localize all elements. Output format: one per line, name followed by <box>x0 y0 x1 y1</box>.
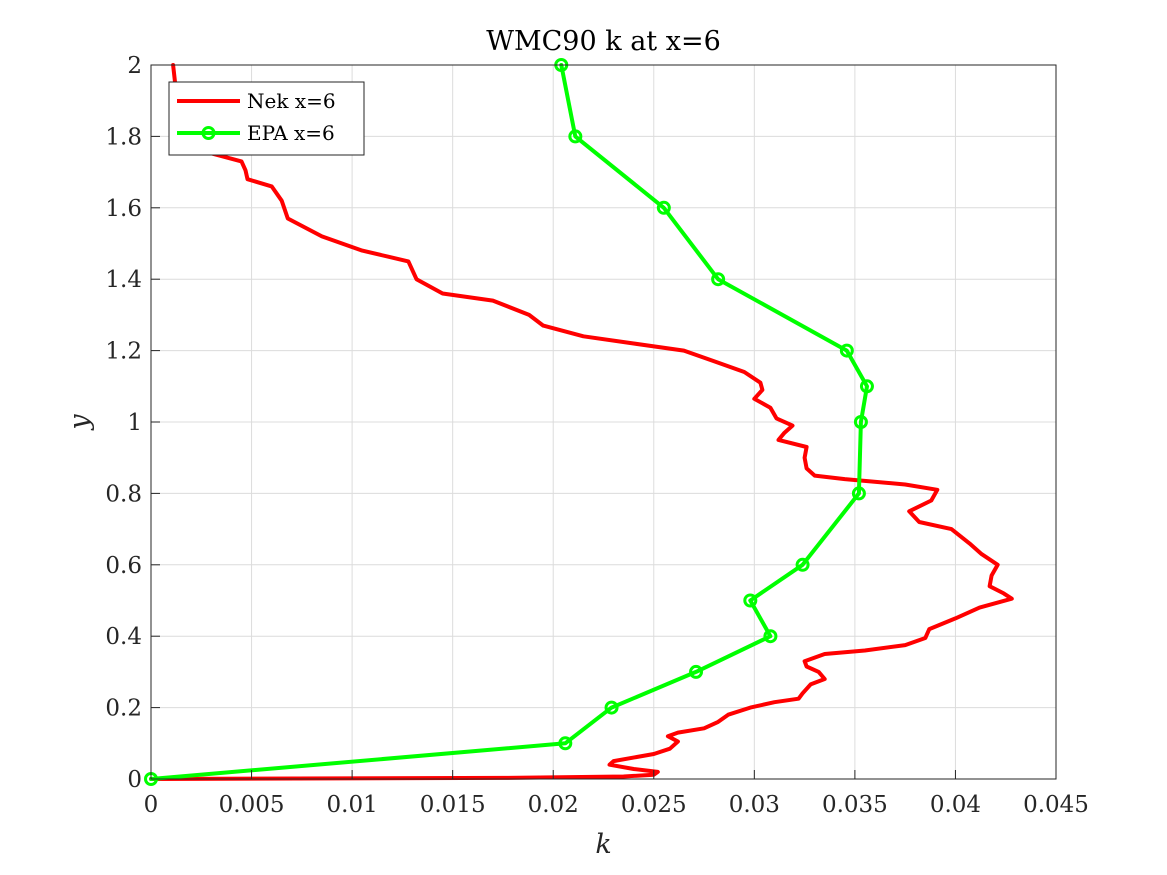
x-tick-label: 0 <box>144 792 159 818</box>
x-tick-label: 0.01 <box>327 792 378 818</box>
series-marker <box>604 700 619 715</box>
series-marker <box>558 736 573 751</box>
y-tick-label: 1.2 <box>105 339 142 365</box>
series-marker <box>839 343 854 358</box>
x-tick-label: 0.025 <box>621 792 687 818</box>
series-line <box>149 63 869 781</box>
series-line <box>149 63 1014 781</box>
series-marker <box>859 379 874 394</box>
series-marker <box>851 486 866 501</box>
x-tick-label: 0.015 <box>420 792 486 818</box>
series-marker <box>689 664 704 679</box>
y-tick-label: 0.4 <box>105 624 142 650</box>
chart-title: WMC90 k at x=6 <box>486 26 721 57</box>
legend-box <box>168 81 365 156</box>
series-marker <box>763 629 778 644</box>
y-tick-label: 2 <box>127 53 142 79</box>
y-tick-label: 1.4 <box>105 267 142 293</box>
x-tick-label: 0.02 <box>528 792 579 818</box>
y-tick-label: 0.6 <box>105 553 142 579</box>
x-tick-label: 0.045 <box>1023 792 1089 818</box>
x-tick-label: 0.005 <box>219 792 285 818</box>
x-tick-label: 0.035 <box>822 792 888 818</box>
y-axis-label: y <box>64 414 95 431</box>
series-marker <box>743 593 758 608</box>
series-marker <box>568 129 583 144</box>
series-marker <box>853 415 868 429</box>
legend-label-epa: EPA x=6 <box>247 121 335 145</box>
x-tick-label: 0.03 <box>729 792 780 818</box>
series-marker <box>656 200 671 215</box>
y-tick-label: 1.8 <box>105 124 142 150</box>
y-tick-label: 1.6 <box>105 196 142 222</box>
series-marker <box>711 272 726 287</box>
y-tick-label: 1 <box>127 410 142 436</box>
x-tick-label: 0.04 <box>930 792 981 818</box>
x-axis-label: k <box>595 829 611 860</box>
legend-marker-epa <box>201 126 216 140</box>
y-tick-label: 0.2 <box>105 696 142 722</box>
y-tick-label: 0 <box>127 767 142 793</box>
y-tick-label: 0.8 <box>105 481 142 507</box>
series-marker <box>795 557 810 572</box>
ticks: 0 0.005 0.01 0.015 0.02 0.025 0.03 0.035 0.04 0.0… <box>105 53 1089 818</box>
legend-label-nek: Nek x=6 <box>247 89 336 113</box>
legend: Nek x=6 EPA x=6 <box>168 81 365 156</box>
